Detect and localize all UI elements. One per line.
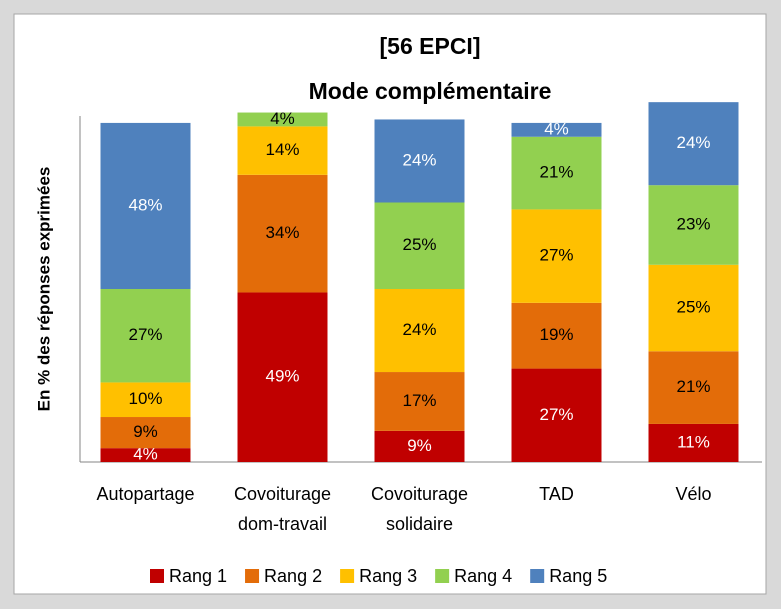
chart-subtitle: Mode complémentaire — [309, 78, 552, 104]
data-label: 17% — [402, 391, 436, 410]
bar-segment — [648, 102, 739, 186]
data-label: 21% — [539, 163, 573, 182]
bar-segment — [374, 430, 465, 462]
data-label: 9% — [407, 436, 432, 455]
x-tick-label-line: Covoiturage — [371, 484, 468, 504]
legend-swatch — [245, 569, 260, 583]
bar-segment — [648, 423, 739, 462]
bar-segment — [511, 368, 602, 462]
x-tick-label: Covoiturage solidaire — [371, 484, 468, 534]
y-axis-label: En % des réponses exprimées — [34, 167, 53, 412]
bar-segment — [648, 185, 739, 265]
data-label: 4% — [544, 119, 569, 138]
bar-segment — [237, 292, 328, 462]
data-label: 10% — [128, 389, 162, 408]
bar-segment — [237, 126, 328, 175]
data-label: 11% — [677, 432, 710, 451]
x-tick-label-line: solidaire — [386, 514, 453, 534]
data-label: 9% — [133, 422, 158, 441]
data-label: 23% — [676, 214, 710, 233]
bar-segment — [374, 119, 465, 203]
bar-segment — [374, 289, 465, 373]
bar-segment — [511, 136, 602, 210]
data-label: 24% — [402, 150, 436, 169]
bar-segment — [100, 289, 191, 383]
bar-segment — [237, 174, 328, 293]
legend-swatch — [340, 569, 355, 583]
x-tick-label: Vélo — [675, 484, 711, 504]
legend-label: Rang 4 — [454, 566, 512, 586]
legend-swatch — [150, 569, 164, 583]
data-label: 27% — [128, 325, 162, 344]
data-label: 24% — [676, 133, 710, 152]
legend-swatch — [530, 569, 545, 583]
legend-label: Rang 2 — [264, 566, 322, 586]
x-tick-label: Autopartage — [96, 484, 194, 504]
data-label: 4% — [133, 445, 158, 464]
legend-swatch — [435, 569, 450, 583]
bar-segment — [648, 351, 739, 424]
data-label: 19% — [539, 325, 573, 344]
bar-segment — [511, 209, 602, 303]
data-label: 27% — [539, 405, 573, 424]
data-label: 49% — [265, 367, 299, 386]
bar-segment — [100, 448, 191, 462]
x-tick-label: Covoiturage dom-travail — [234, 484, 331, 534]
bar-segment — [511, 302, 602, 369]
bar-segment — [511, 122, 602, 137]
data-label: 25% — [676, 298, 710, 317]
bar-segment — [100, 417, 191, 449]
data-label: 14% — [265, 140, 299, 159]
x-tick-label-line: Covoiturage — [234, 484, 331, 504]
data-label: 21% — [676, 377, 710, 396]
chart-title: [56 EPCI] — [380, 33, 481, 59]
bar-segment — [648, 264, 739, 352]
legend-label: Rang 5 — [549, 566, 607, 586]
x-tick-label-line: dom-travail — [238, 514, 327, 534]
bar-segment — [374, 202, 465, 289]
bar-segment — [100, 382, 191, 418]
bar-segment — [374, 372, 465, 431]
data-label: 27% — [539, 246, 573, 265]
data-label: 34% — [265, 223, 299, 242]
bar-segment — [237, 112, 328, 127]
bar-segment — [100, 122, 191, 289]
data-label: 24% — [402, 320, 436, 339]
data-label: 25% — [402, 235, 436, 254]
data-label: 48% — [128, 195, 162, 214]
legend-label: Rang 3 — [359, 566, 417, 586]
legend-label: Rang 1 — [169, 566, 227, 586]
x-tick-label: TAD — [539, 484, 574, 504]
data-label: 4% — [270, 109, 295, 128]
